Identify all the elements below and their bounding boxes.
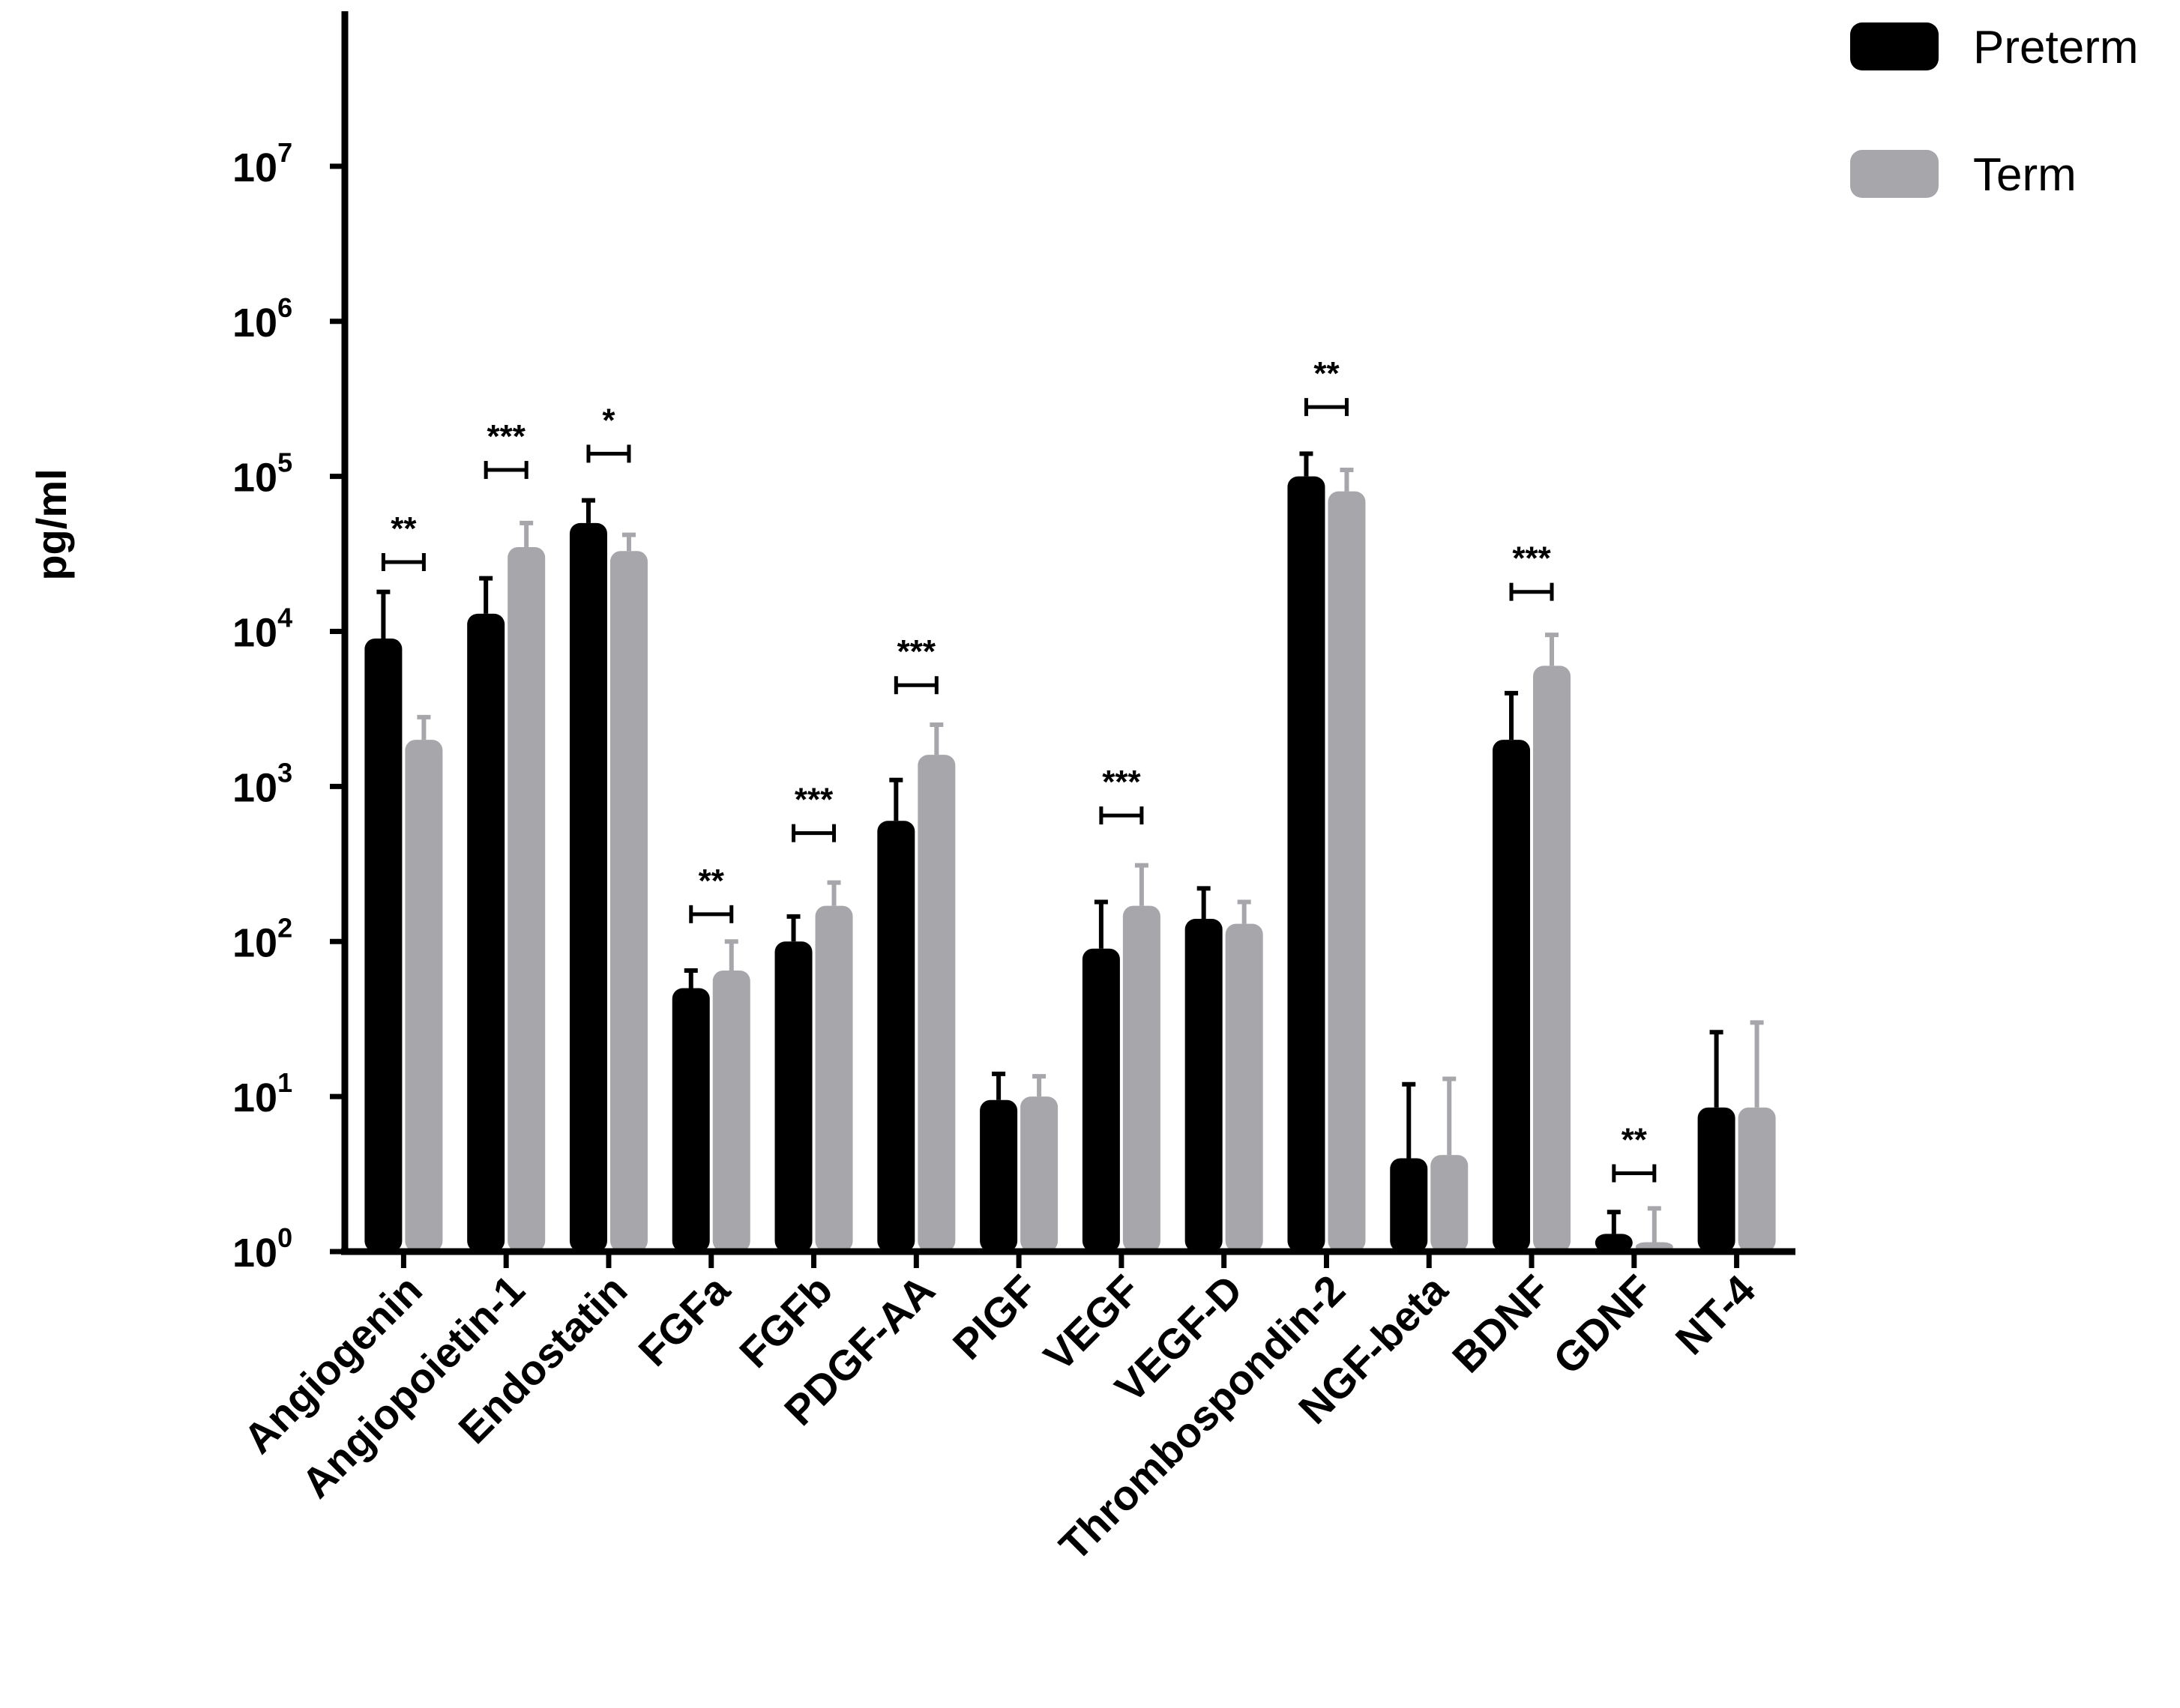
bars-layer — [364, 451, 1776, 1252]
significance-label: *** — [1102, 764, 1141, 800]
bar-preterm — [1697, 1107, 1735, 1252]
significance-label: ** — [1622, 1121, 1648, 1158]
bar-preterm — [467, 613, 505, 1252]
bar-preterm — [1595, 1234, 1633, 1252]
significance-label: *** — [897, 633, 936, 670]
x-tick-label: FGFa — [629, 1265, 738, 1374]
legend-label-term: Term — [1973, 149, 2077, 201]
significance-label: ** — [699, 863, 725, 899]
bar-term — [1738, 1107, 1776, 1252]
significance-label: *** — [795, 782, 834, 818]
bar-preterm — [672, 988, 710, 1252]
y-tick-label: 104 — [232, 603, 292, 656]
legend-swatch-term — [1850, 150, 1939, 198]
x-tick-label: NT-4 — [1666, 1266, 1764, 1363]
y-tick-label: 102 — [232, 912, 292, 965]
bar-term — [1122, 905, 1160, 1252]
y-ticks: 100 101 102 103 104 105 106 107 — [232, 137, 346, 1276]
significance-label: ** — [391, 510, 417, 547]
x-tick-label: BDNF — [1443, 1266, 1559, 1382]
x-tick-label: PIGF — [944, 1266, 1047, 1368]
y-axis-label: pg/ml — [28, 468, 75, 580]
y-tick-label: 101 — [232, 1067, 292, 1120]
legend-label-preterm: Preterm — [1973, 22, 2138, 73]
significance-label: *** — [487, 418, 526, 455]
significance-label: ** — [1313, 355, 1340, 392]
bar-term — [508, 546, 546, 1252]
bar-preterm — [1184, 919, 1223, 1252]
axes-layer — [341, 11, 1795, 1255]
bar-preterm — [877, 821, 915, 1252]
bar-term — [815, 905, 853, 1252]
bar-preterm — [1287, 476, 1325, 1252]
bar-preterm — [1390, 1158, 1428, 1252]
legend: Preterm Term — [1850, 22, 2138, 201]
significance-label: * — [602, 402, 615, 438]
y-tick-label: 103 — [232, 757, 292, 810]
y-tick-label: 106 — [232, 292, 292, 345]
y-tick-label: 100 — [232, 1222, 292, 1276]
legend-swatch-preterm — [1850, 22, 1939, 70]
bar-term — [712, 970, 750, 1252]
y-tick-label: 105 — [232, 447, 292, 501]
bar-term — [1225, 923, 1263, 1252]
bar-term — [1533, 666, 1571, 1252]
x-tick-label: GDNF — [1544, 1266, 1662, 1383]
bar-preterm — [569, 522, 607, 1252]
bar-preterm — [980, 1099, 1018, 1252]
y-tick-label: 107 — [232, 137, 292, 190]
bar-preterm — [774, 941, 813, 1252]
bar-term — [918, 755, 956, 1252]
x-ticks: AngiogeninAngiopoietin-1EndostatinFGFaFG… — [235, 1252, 1764, 1569]
significance-label: *** — [1512, 540, 1551, 577]
significance-layer: ***** ******************* — [381, 355, 1657, 1183]
bar-term — [405, 740, 443, 1252]
bar-term — [609, 551, 648, 1252]
bar-preterm — [1082, 948, 1120, 1252]
bar-term — [1020, 1096, 1059, 1252]
bar-preterm — [1493, 740, 1531, 1252]
bar-term — [1430, 1155, 1469, 1252]
bar-term — [1328, 491, 1366, 1252]
bar-preterm — [364, 638, 403, 1252]
